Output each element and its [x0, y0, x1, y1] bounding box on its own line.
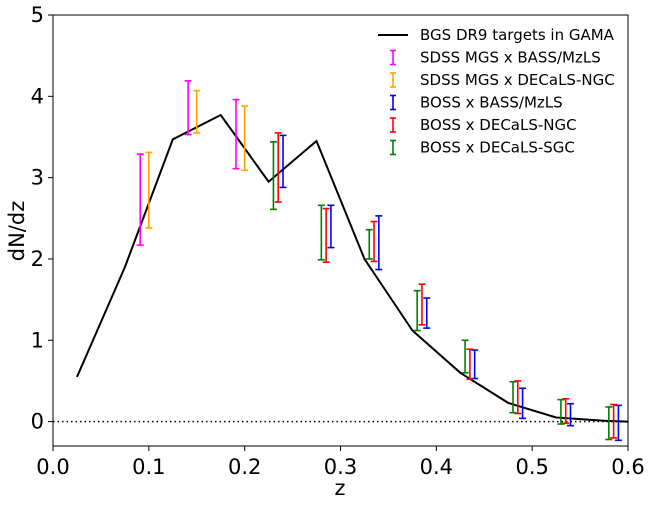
- x-tick-label: 0.3: [324, 455, 357, 479]
- x-axis-title: z: [334, 476, 345, 500]
- errorbar: [519, 387, 527, 420]
- errorbar-series-0: [136, 80, 240, 246]
- legend-entry: BOSS x DECaLS-NGC: [390, 116, 577, 134]
- errorbar: [614, 404, 622, 442]
- y-tick-label: 1: [31, 328, 44, 352]
- legend: BGS DR9 targets in GAMA SDSS MGS x BASS/M…: [378, 26, 615, 157]
- y-tick-label: 4: [31, 84, 44, 108]
- legend-entry: SDSS MGS x BASS/MzLS: [390, 49, 601, 67]
- errorbar: [322, 207, 330, 264]
- errorbar: [317, 204, 325, 261]
- errorbar: [145, 151, 153, 229]
- errorbar: [274, 132, 282, 203]
- x-tick-label: 0.6: [611, 455, 644, 479]
- legend-label: BGS DR9 targets in GAMA: [420, 26, 615, 44]
- errorbar: [466, 348, 474, 381]
- errorbar: [193, 89, 201, 134]
- errorbars: [136, 80, 622, 442]
- errorbar: [232, 98, 240, 170]
- errorbar: [375, 215, 383, 271]
- x-tick-label: 0.1: [132, 455, 165, 479]
- legend-entry: SDSS MGS x DECaLS-NGC: [390, 71, 615, 89]
- errorbar: [269, 141, 277, 211]
- errorbar: [241, 105, 249, 172]
- errorbar-series-2: [279, 134, 622, 442]
- legend-label: BOSS x BASS/MzLS: [420, 94, 563, 112]
- errorbar: [136, 153, 144, 246]
- legend-entry: BGS DR9 targets in GAMA: [378, 26, 615, 44]
- errorbar: [471, 349, 479, 380]
- legend-entry: BOSS x BASS/MzLS: [390, 94, 563, 112]
- y-tick-label: 5: [31, 3, 44, 27]
- errorbar: [562, 398, 570, 425]
- errorbar: [557, 398, 565, 425]
- errorbar-series-1: [145, 89, 249, 229]
- bgs-dr9-gama-line: [76, 113, 629, 423]
- y-tick-label: 2: [31, 247, 44, 271]
- y-tick-label: 0: [31, 410, 44, 434]
- legend-label: BOSS x DECaLS-NGC: [420, 116, 577, 134]
- errorbar: [184, 80, 192, 136]
- y-axis: 0 1 2 3 4 5: [31, 3, 53, 434]
- errorbar: [567, 402, 574, 427]
- x-axis: 0.0 0.1 0.2 0.3 0.4 0.5 0.6: [36, 446, 645, 479]
- errorbar: [327, 204, 335, 249]
- legend-label: SDSS MGS x DECaLS-NGC: [420, 71, 615, 89]
- legend-label: SDSS MGS x BASS/MzLS: [420, 49, 601, 67]
- errorbar-series-3: [274, 132, 618, 439]
- errorbar: [413, 289, 421, 332]
- x-tick-label: 0.5: [515, 455, 548, 479]
- errorbar: [370, 220, 378, 263]
- x-tick-label: 0.2: [228, 455, 261, 479]
- errorbar: [418, 283, 426, 326]
- legend-label: BOSS x DECaLS-SGC: [420, 139, 575, 157]
- errorbar: [509, 380, 517, 414]
- errorbar: [279, 134, 287, 189]
- errorbar: [365, 228, 373, 260]
- y-tick-label: 3: [31, 166, 44, 190]
- legend-entry: BOSS x DECaLS-SGC: [390, 139, 575, 157]
- errorbar: [461, 339, 469, 374]
- errorbar: [514, 380, 522, 415]
- y-axis-title: dN/dz: [5, 201, 29, 261]
- x-tick-label: 0.4: [420, 455, 453, 479]
- x-tick-label: 0.0: [36, 455, 69, 479]
- errorbar-series-4: [269, 141, 613, 441]
- errorbar: [423, 297, 431, 329]
- errorbar: [610, 403, 618, 439]
- errorbar: [605, 406, 613, 441]
- plot-area: [52, 14, 629, 447]
